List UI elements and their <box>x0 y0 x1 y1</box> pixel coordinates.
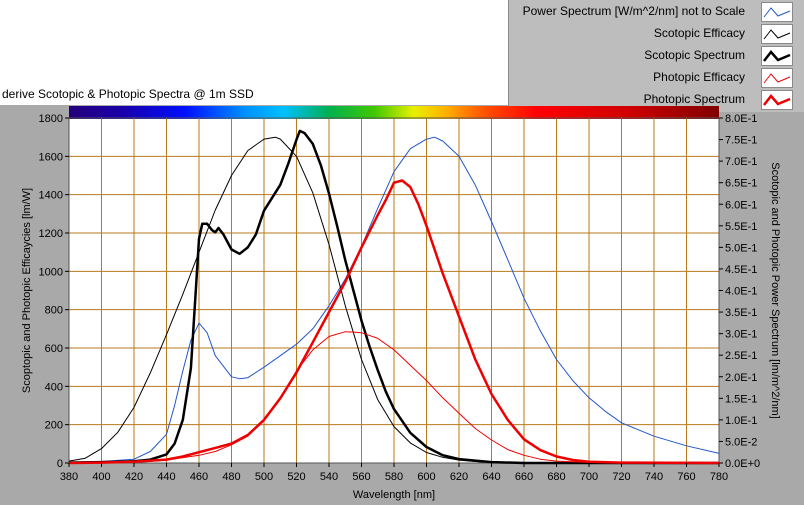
x-tick-label: 480 <box>222 471 240 483</box>
x-tick-label: 580 <box>385 471 403 483</box>
legend-item-scotopic-spectrum[interactable]: Scotopic Spectrum <box>509 44 804 66</box>
legend-label: Power Spectrum [W/m^2/nm] not to Scale <box>522 4 745 18</box>
x-tick-label: 720 <box>612 471 630 483</box>
y2-axis-label: Scotopic and Photopic Power Spectrum [lm… <box>769 162 781 418</box>
legend-swatch <box>761 46 793 66</box>
y2-tick-label: 1.0E-1 <box>725 415 757 427</box>
y-tick-label: 800 <box>45 305 63 317</box>
y-tick-label: 200 <box>45 420 63 432</box>
y2-tick-label: 4.0E-1 <box>725 286 757 298</box>
legend-item-scotopic-efficacy[interactable]: Scotopic Efficacy <box>509 22 804 44</box>
y2-tick-label: 2.5E-1 <box>725 350 757 362</box>
legend-label: Scotopic Efficacy <box>653 26 745 40</box>
y2-tick-label: 5.0E-2 <box>725 436 757 448</box>
y2-tick-label: 0.0E+0 <box>725 458 760 470</box>
legend-swatch <box>761 2 793 22</box>
y2-tick-label: 8.0E-1 <box>725 113 757 125</box>
y-tick-label: 400 <box>45 381 63 393</box>
y-axis-label: Scoptopic and Photopic Efficaycies [lm/W… <box>21 188 33 393</box>
x-tick-label: 740 <box>645 471 663 483</box>
x-tick-label: 380 <box>60 471 78 483</box>
x-tick-label: 460 <box>190 471 208 483</box>
y-tick-label: 1400 <box>39 190 63 202</box>
chart-title: derive Scotopic & Photopic Spectra @ 1m … <box>2 87 254 101</box>
y2-tick-label: 2.0E-1 <box>725 372 757 384</box>
legend-item-photopic-efficacy[interactable]: Photopic Efficacy <box>509 66 804 88</box>
x-tick-label: 600 <box>417 471 435 483</box>
legend-label: Photopic Efficacy <box>653 70 745 84</box>
x-tick-label: 700 <box>580 471 598 483</box>
x-tick-label: 760 <box>677 471 695 483</box>
legend-label: Scotopic Spectrum <box>644 48 745 62</box>
y2-tick-label: 6.0E-1 <box>725 199 757 211</box>
x-tick-label: 660 <box>515 471 533 483</box>
legend-swatch <box>761 24 793 44</box>
y2-tick-label: 7.0E-1 <box>725 156 757 168</box>
title-area: derive Scotopic & Photopic Spectra @ 1m … <box>0 0 500 105</box>
x-tick-label: 440 <box>157 471 175 483</box>
x-tick-label: 400 <box>92 471 110 483</box>
y-tick-label: 1800 <box>39 113 63 125</box>
x-tick-label: 680 <box>547 471 565 483</box>
x-tick-label: 640 <box>482 471 500 483</box>
x-axis-label: Wavelength [nm] <box>353 489 435 501</box>
x-tick-label: 500 <box>255 471 273 483</box>
legend-item-photopic-spectrum[interactable]: Photopic Spectrum <box>509 88 804 110</box>
spectrum-color-band <box>69 106 719 119</box>
y2-tick-label: 5.5E-1 <box>725 221 757 233</box>
x-tick-label: 420 <box>125 471 143 483</box>
x-tick-label: 780 <box>710 471 728 483</box>
y2-tick-label: 7.5E-1 <box>725 135 757 147</box>
series-line-2 <box>68 129 719 465</box>
x-tick-label: 520 <box>287 471 305 483</box>
y-tick-label: 1000 <box>39 266 63 278</box>
x-tick-label: 620 <box>450 471 468 483</box>
legend[interactable]: Power Spectrum [W/m^2/nm] not to Scale S… <box>508 0 804 112</box>
y2-tick-label: 6.5E-1 <box>725 178 757 190</box>
x-tick-label: 540 <box>320 471 338 483</box>
series-line-4 <box>68 179 720 465</box>
y-tick-label: 0 <box>57 458 63 470</box>
y-tick-label: 1200 <box>39 228 63 240</box>
series-line-3 <box>68 331 719 464</box>
y-tick-label: 600 <box>45 343 63 355</box>
legend-swatch <box>761 68 793 88</box>
y2-tick-label: 3.5E-1 <box>725 307 757 319</box>
y2-tick-label: 1.5E-1 <box>725 393 757 405</box>
legend-item-power-spectrum[interactable]: Power Spectrum [W/m^2/nm] not to Scale <box>509 0 804 22</box>
legend-label: Photopic Spectrum <box>643 92 745 106</box>
y-tick-label: 1600 <box>39 151 63 163</box>
legend-swatch <box>761 90 793 110</box>
x-tick-label: 560 <box>352 471 370 483</box>
y2-tick-label: 3.0E-1 <box>725 329 757 341</box>
y2-tick-label: 4.5E-1 <box>725 264 757 276</box>
y2-tick-label: 5.0E-1 <box>725 242 757 254</box>
